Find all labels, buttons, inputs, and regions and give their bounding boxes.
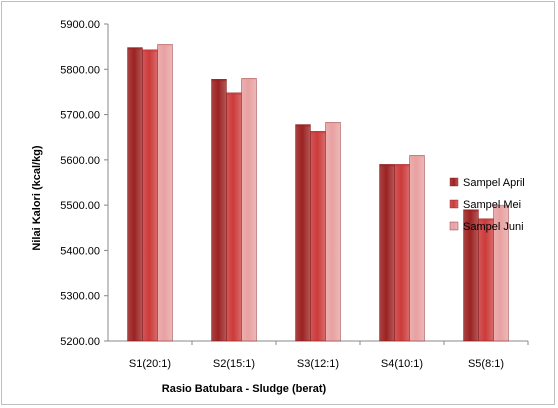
bar-cap bbox=[493, 205, 509, 208]
bar-cap bbox=[295, 124, 311, 127]
bar-sampel-juni-1 bbox=[241, 78, 257, 342]
legend: Sampel April Sampel Mei Sampel Juni bbox=[449, 177, 525, 233]
bar-cap bbox=[241, 78, 257, 81]
legend-label: Sampel Juni bbox=[463, 221, 524, 233]
y-axis-title: Nilai Kalori (kcal/kg) bbox=[31, 145, 43, 250]
legend-swatch bbox=[449, 199, 459, 209]
y-tick-label: 5800.00 bbox=[60, 64, 100, 76]
x-tick-labels: S1(20:1) S2(15:1) S3(12:1) S4(10:1) S5(8:1) bbox=[129, 341, 529, 370]
bar-sampel-april-3 bbox=[379, 164, 395, 342]
bar-sampel-mei-1 bbox=[226, 92, 242, 342]
bar-cap bbox=[226, 92, 242, 95]
legend-swatch bbox=[449, 177, 459, 187]
bar-sampel-mei-3 bbox=[394, 164, 410, 342]
legend-label: Sampel April bbox=[463, 177, 525, 189]
x-axis-title: Rasio Batubara - Sludge (berat) bbox=[162, 383, 327, 395]
bar-cap bbox=[127, 47, 143, 50]
legend-swatch bbox=[449, 221, 459, 231]
bar-cap bbox=[142, 49, 158, 52]
bar-cap bbox=[325, 122, 341, 125]
bar-sampel-juni-3 bbox=[409, 155, 425, 342]
bar-cap bbox=[310, 131, 326, 134]
bar-sampel-mei-2 bbox=[310, 131, 326, 342]
x-tick-label: S4(10:1) bbox=[381, 358, 423, 370]
bar-sampel-mei-4 bbox=[478, 218, 494, 342]
bars bbox=[127, 44, 509, 342]
y-tick-label: 5700.00 bbox=[60, 110, 100, 122]
x-tick-label: S1(20:1) bbox=[129, 358, 171, 370]
y-tick-label: 5400.00 bbox=[60, 245, 100, 257]
x-tick-label: S5(8:1) bbox=[468, 358, 504, 370]
bar-sampel-april-0 bbox=[127, 47, 143, 342]
bar-cap bbox=[478, 218, 494, 221]
bar-sampel-mei-0 bbox=[142, 49, 158, 342]
y-tick-label: 5500.00 bbox=[60, 200, 100, 212]
y-tick-label: 5600.00 bbox=[60, 155, 100, 167]
legend-label: Sampel Mei bbox=[463, 199, 521, 211]
bar-sampel-april-1 bbox=[211, 79, 227, 342]
y-tick-labels: 5200.00 5300.00 5400.00 5500.00 5600.00 5700.… bbox=[60, 19, 108, 348]
x-tick-label: S2(15:1) bbox=[213, 358, 255, 370]
bar-cap bbox=[394, 164, 410, 167]
bar-cap bbox=[379, 164, 395, 167]
x-tick-label: S3(12:1) bbox=[297, 358, 339, 370]
y-tick-label: 5900.00 bbox=[60, 19, 100, 31]
bar-cap bbox=[409, 155, 425, 158]
bar-sampel-april-2 bbox=[295, 124, 311, 342]
bar-sampel-juni-0 bbox=[157, 44, 173, 342]
y-tick-label: 5300.00 bbox=[60, 291, 100, 303]
bar-sampel-juni-2 bbox=[325, 122, 341, 342]
bar-cap bbox=[463, 209, 479, 212]
bar-cap bbox=[211, 79, 227, 82]
y-tick-label: 5200.00 bbox=[60, 336, 100, 348]
bar-cap bbox=[157, 44, 173, 47]
